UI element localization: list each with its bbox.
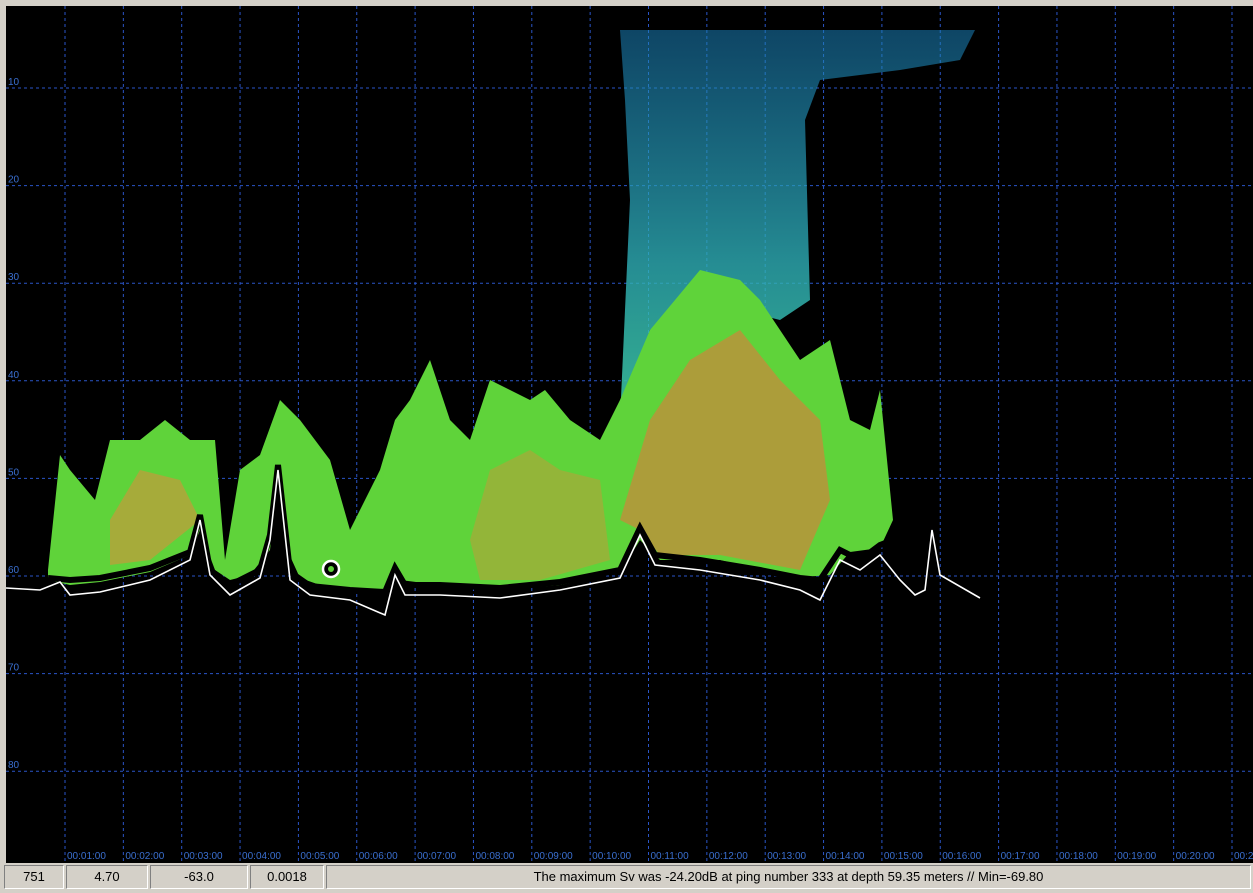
time-label: 00:02:00 — [125, 851, 164, 862]
status-cell: 4.70 — [66, 865, 148, 889]
time-label: 00:19:00 — [1117, 851, 1156, 862]
time-label: 00:13:00 — [767, 851, 806, 862]
time-label: 00:16:00 — [942, 851, 981, 862]
time-label: 00:14:00 — [826, 851, 865, 862]
time-label: 00:11:00 — [651, 851, 690, 862]
depth-label: 40 — [8, 370, 20, 381]
app-window: {"echogram": { "depth_labels": ["10", "2… — [0, 0, 1253, 893]
time-label: 00:18:00 — [1059, 851, 1098, 862]
depth-label: 50 — [8, 467, 20, 478]
depth-label: 10 — [8, 77, 20, 88]
time-label: 00:01:00 — [67, 851, 106, 862]
max-sv-marker-center — [328, 566, 334, 572]
depth-label: 20 — [8, 175, 20, 186]
depth-label: 70 — [8, 663, 20, 674]
time-label: 00:09:00 — [534, 851, 573, 862]
time-label: 00:04:00 — [242, 851, 281, 862]
time-label: 00:07:00 — [417, 851, 456, 862]
status-cell: -63.0 — [150, 865, 248, 889]
status-cell: 0.0018 — [250, 865, 324, 889]
depth-label: 80 — [8, 760, 20, 771]
depth-label: 60 — [8, 565, 20, 576]
time-label: 00:15:00 — [884, 851, 923, 862]
time-label: 00:12:00 — [709, 851, 748, 862]
time-label: 00:06:00 — [359, 851, 398, 862]
time-label: 00:08:00 — [475, 851, 514, 862]
status-cell: 751 — [4, 865, 64, 889]
status-message: The maximum Sv was -24.20dB at ping numb… — [326, 865, 1251, 889]
time-label: 00:20:00 — [1176, 851, 1215, 862]
time-label: 00:05:00 — [300, 851, 339, 862]
time-label: 00:10:00 — [592, 851, 631, 862]
time-label: 00:17:00 — [1001, 851, 1040, 862]
depth-label: 30 — [8, 272, 20, 283]
time-label: 00:03:00 — [184, 851, 223, 862]
echogram: 10 20 30 40 50 60 70 80 00:01:00 00:02:00 00:03:00… — [0, 0, 1253, 863]
time-label: 00:2 — [1234, 851, 1253, 862]
